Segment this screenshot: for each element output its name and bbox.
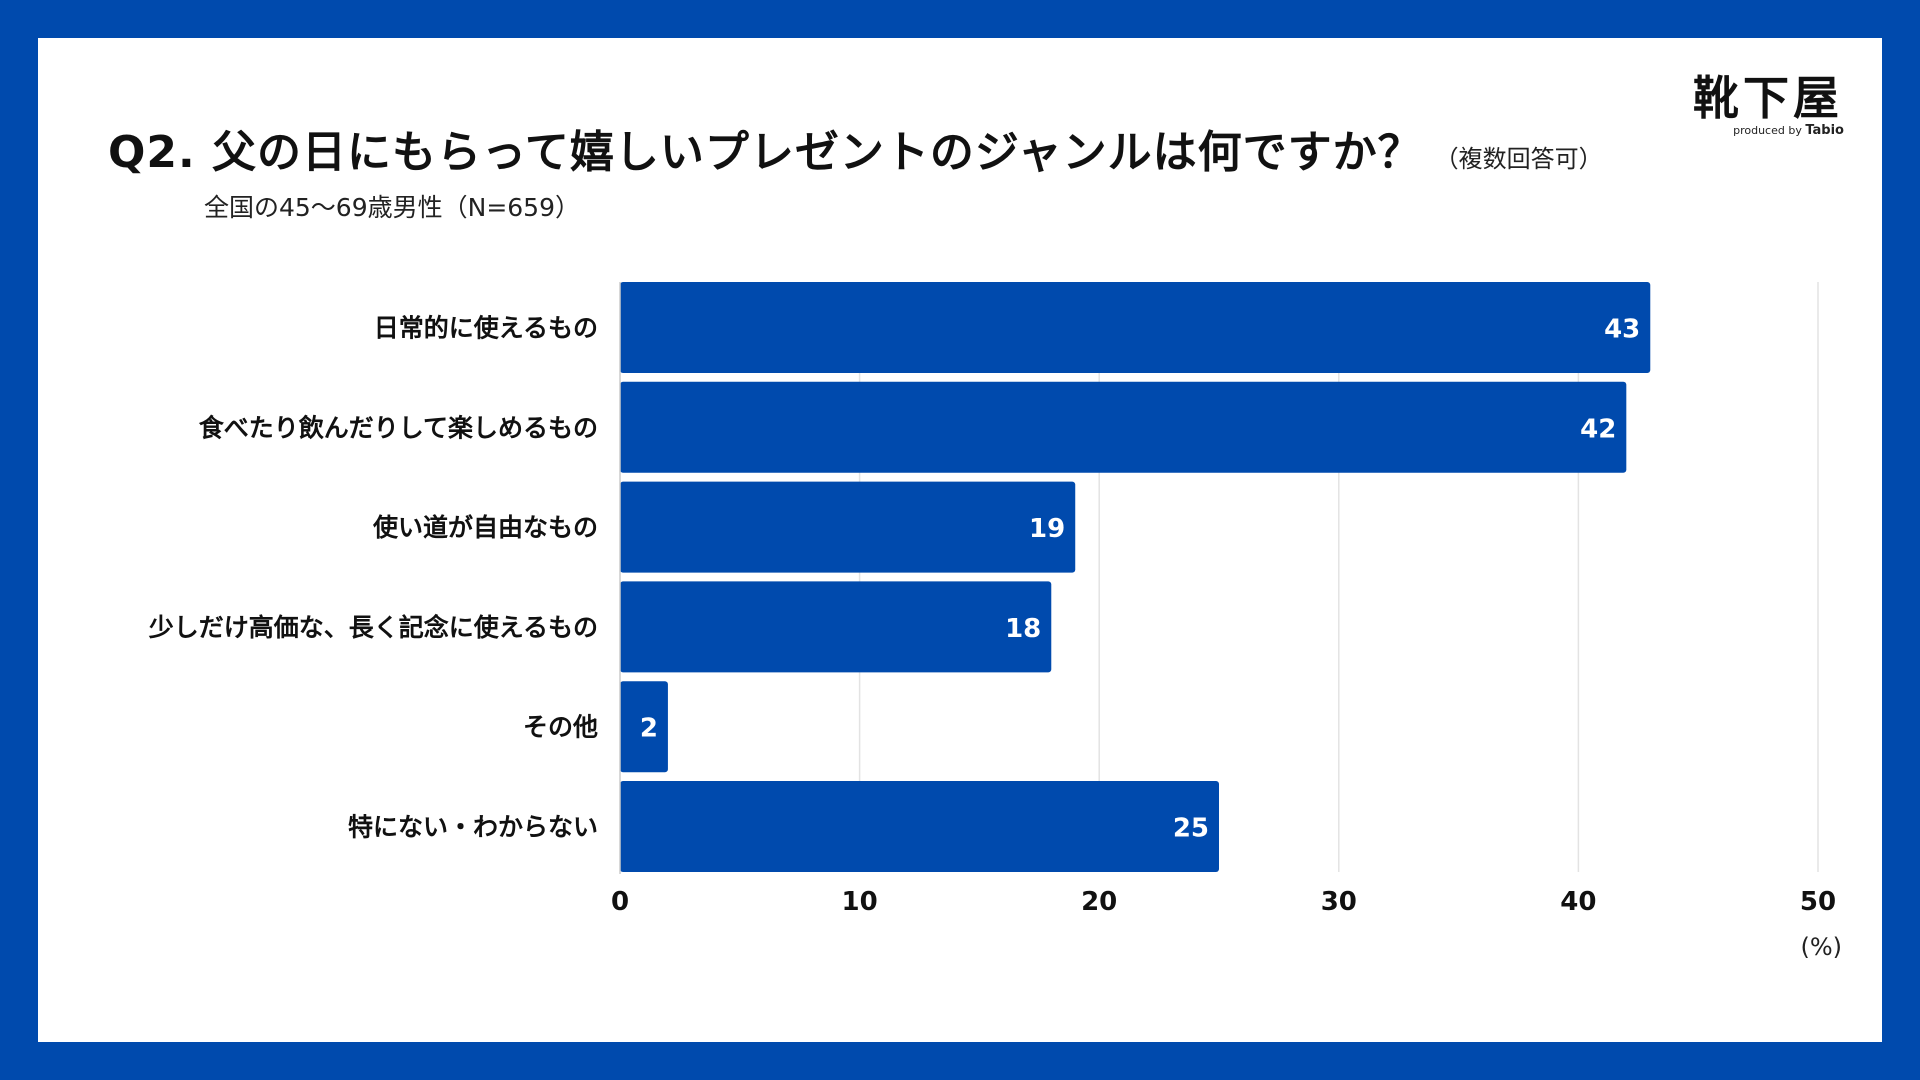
- value-label-2: 42: [1580, 414, 1616, 444]
- logo-brand: Tabio: [1805, 123, 1844, 138]
- title-row: Q2. 父の日にもらって嬉しいプレゼントのジャンルは何ですか？ （複数回答可）: [108, 116, 1603, 180]
- bar-5: [620, 681, 668, 773]
- logo-wordmark: 靴下屋: [1693, 71, 1843, 125]
- x-tick-label-30: 30: [1321, 887, 1357, 917]
- value-label-1: 43: [1604, 315, 1640, 345]
- x-tick-label-40: 40: [1560, 887, 1596, 917]
- bar-3: [620, 481, 1076, 573]
- value-label-4: 18: [1005, 614, 1041, 644]
- bar-6: [620, 781, 1219, 872]
- value-label-3: 19: [1029, 514, 1065, 544]
- category-label-5: その他: [523, 713, 598, 742]
- brand-logo: 靴下屋 produced by Tabio: [1688, 72, 1848, 138]
- x-tick-label-50: 50: [1800, 887, 1836, 917]
- x-tick-label-20: 20: [1081, 887, 1117, 917]
- bar-2: [620, 381, 1627, 473]
- chart-title: Q2. 父の日にもらって嬉しいプレゼントのジャンルは何ですか？: [108, 127, 1423, 178]
- x-axis-unit: (%): [1800, 933, 1842, 961]
- bar-4: [620, 581, 1052, 673]
- chart-card: Q2. 父の日にもらって嬉しいプレゼントのジャンルは何ですか？ （複数回答可） 全…: [38, 38, 1882, 1042]
- category-label-2: 食べたり飲んだりして楽しめるもの: [199, 413, 598, 442]
- category-label-6: 特にない・わからない: [348, 813, 598, 842]
- x-tick-label-10: 10: [842, 887, 878, 917]
- category-label-1: 日常的に使えるもの: [374, 314, 598, 343]
- logo-produced-by: produced by: [1733, 124, 1802, 137]
- logo-subline: produced by Tabio: [1688, 124, 1848, 138]
- bar-1: [620, 282, 1651, 373]
- value-label-5: 2: [640, 714, 658, 744]
- chart-subtitle: 全国の45〜69歳男性（N=659）: [204, 193, 580, 222]
- category-label-3: 使い道が自由なもの: [372, 513, 598, 542]
- value-label-6: 25: [1173, 814, 1209, 844]
- title-note: （複数回答可）: [1434, 145, 1603, 173]
- x-tick-label-0: 0: [611, 887, 629, 917]
- category-label-4: 少しだけ高価な、長く記念に使えるもの: [148, 613, 598, 642]
